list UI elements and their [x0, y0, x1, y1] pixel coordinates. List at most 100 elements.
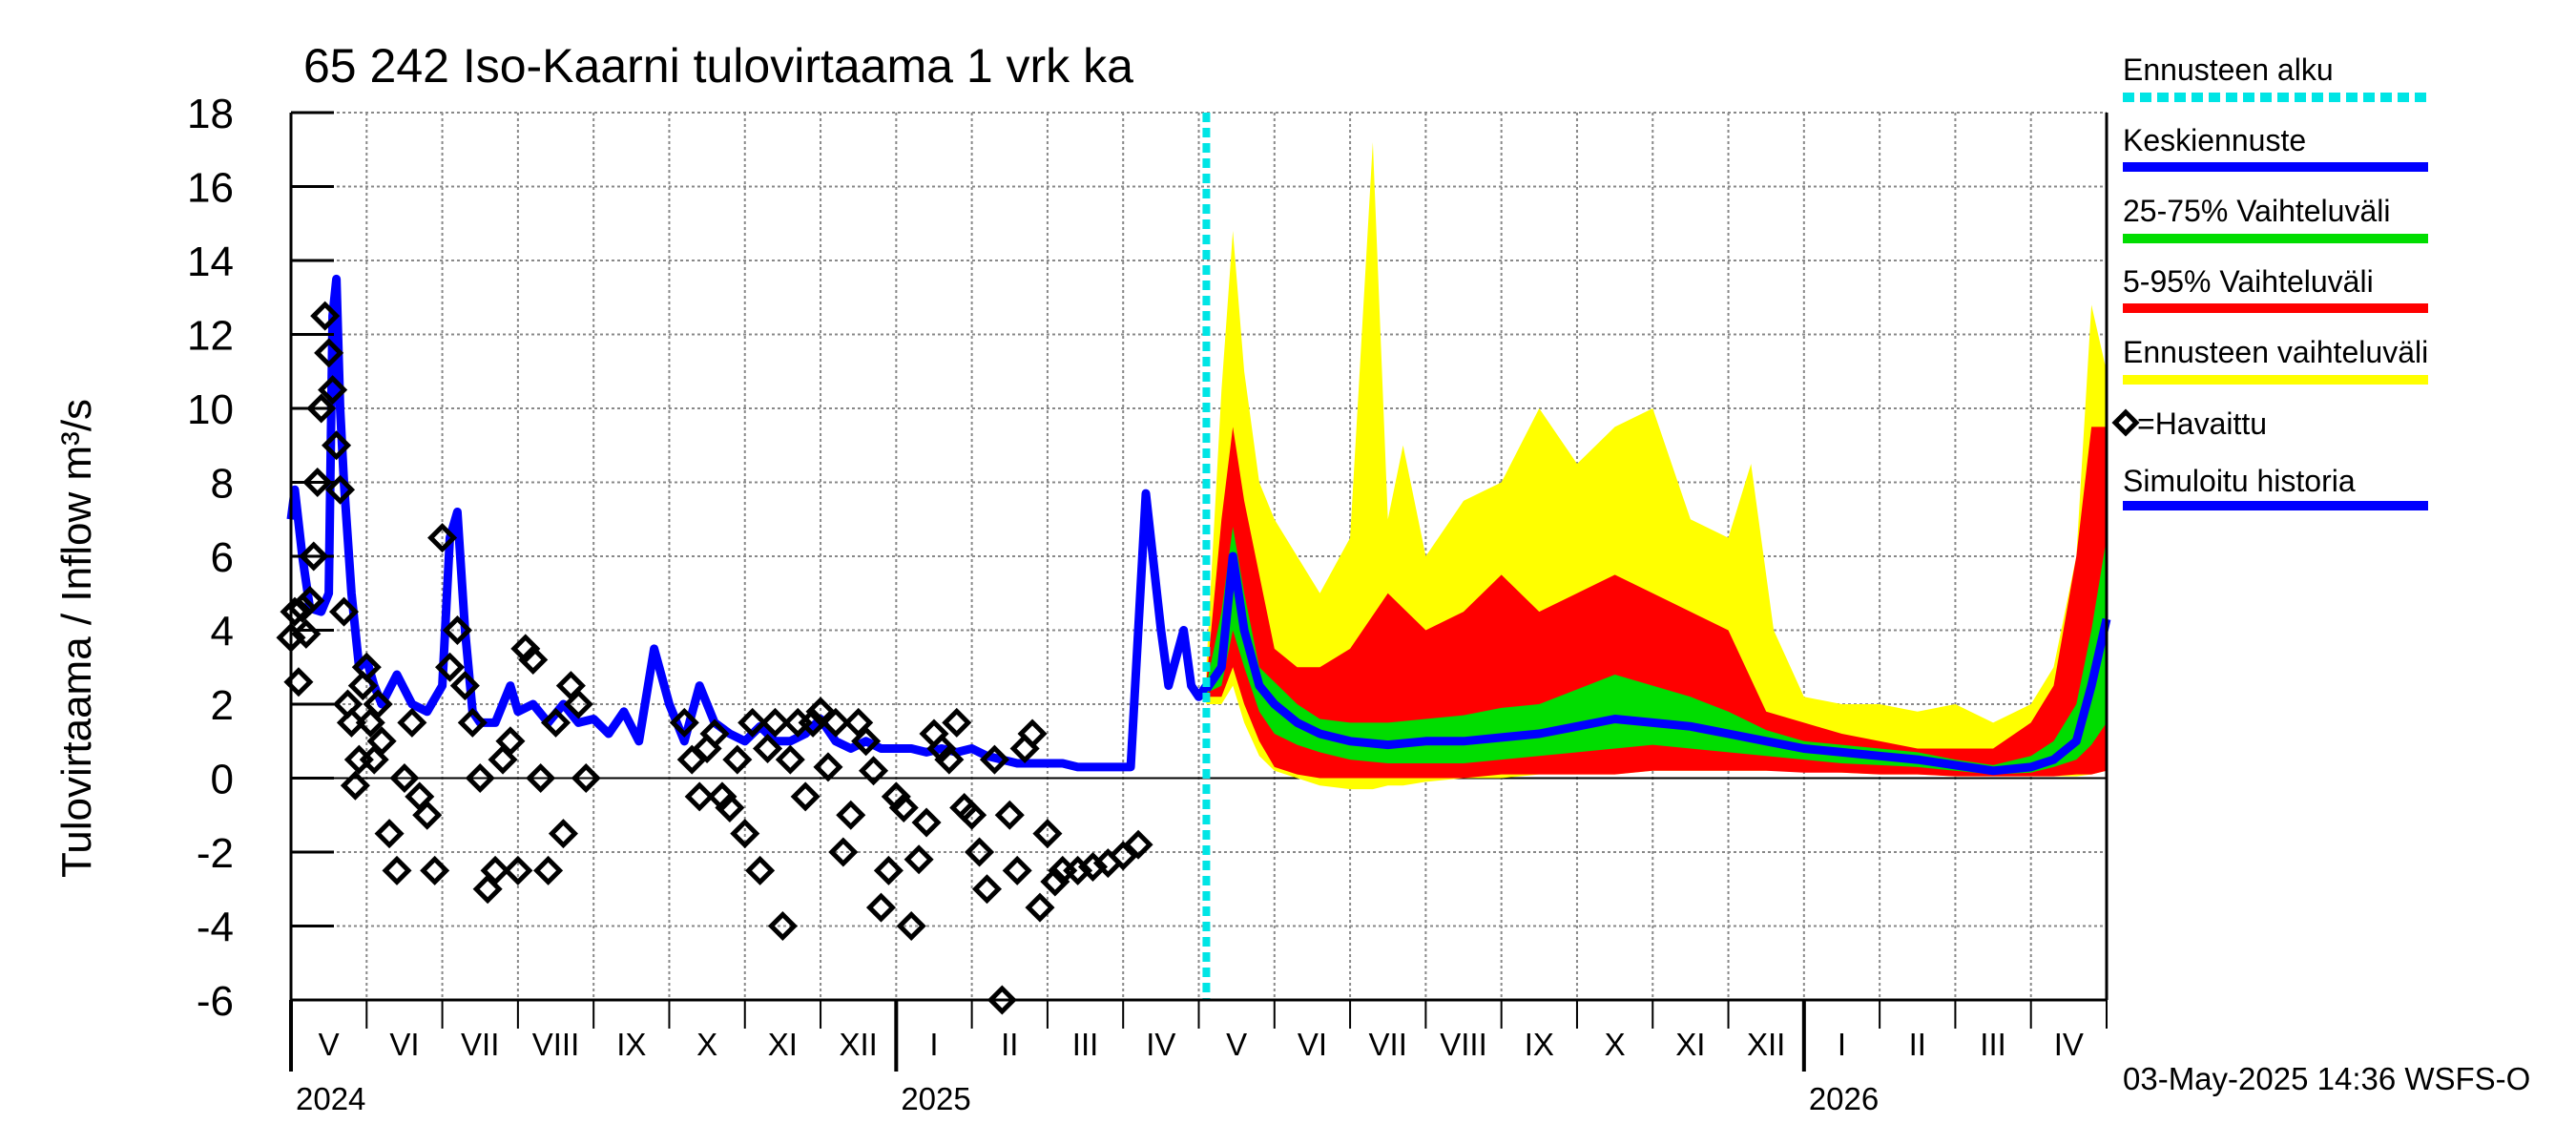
observed-point-30 [412, 800, 443, 830]
observed-point-26 [382, 855, 412, 885]
observed-point-42 [503, 855, 533, 885]
y-tick-label-7: 8 [211, 461, 234, 508]
year-label-0: 2024 [296, 1081, 365, 1116]
observed-point-50 [563, 689, 593, 719]
observed-point-73 [828, 837, 859, 867]
observed-point-88 [942, 707, 972, 738]
y-tick-label-11: 16 [187, 165, 234, 212]
observed-point-17 [340, 770, 370, 801]
band-1 [1206, 427, 2107, 779]
observed-point-58 [715, 792, 745, 823]
observed-point-60 [730, 819, 760, 849]
observed-point-107 [1123, 829, 1153, 860]
observed-point-90 [957, 800, 987, 830]
observed-markers [276, 301, 1153, 1015]
observed-point-14 [328, 596, 360, 627]
observed-point-57 [707, 781, 737, 812]
month-label-21: II [1909, 1027, 1926, 1062]
observed-point-63 [753, 733, 783, 764]
observed-point-11 [318, 375, 348, 406]
month-label-5: X [696, 1027, 717, 1062]
month-label-11: IV [1146, 1027, 1175, 1062]
month-label-15: VIII [1440, 1027, 1487, 1062]
observed-point-82 [896, 910, 926, 942]
observed-point-10 [314, 338, 344, 368]
month-label-3: VIII [532, 1027, 580, 1062]
observed-point-101 [1040, 866, 1070, 897]
y-tick-label-2: -2 [197, 830, 234, 877]
band-0 [1206, 142, 2107, 790]
legend-label-3: 5-95% Vaihteluväli [2123, 264, 2374, 299]
observed-point-100 [1032, 819, 1063, 849]
observed-point-27 [389, 762, 420, 794]
observed-point-71 [813, 752, 843, 782]
observed-point-5 [295, 585, 325, 616]
observed-point-79 [873, 855, 904, 885]
month-label-14: VII [1369, 1027, 1407, 1062]
month-label-16: IX [1525, 1027, 1554, 1062]
observed-point-72 [821, 707, 851, 738]
observed-point-66 [775, 744, 805, 775]
observed-point-103 [1063, 855, 1093, 885]
month-label-13: VI [1298, 1027, 1327, 1062]
month-label-10: III [1072, 1027, 1099, 1062]
observed-point-87 [934, 744, 965, 775]
observed-point-8 [306, 393, 337, 424]
observed-point-35 [449, 671, 480, 701]
observed-point-7 [302, 467, 333, 498]
x-month-labels: V VI VII VIII IX X XI XII I II III IV V VI VII VIII IX X X… [319, 1027, 2084, 1062]
observed-point-99 [1025, 892, 1055, 923]
y-tick-label-4: 2 [211, 682, 234, 729]
observed-point-41 [495, 726, 526, 757]
observed-point-36 [457, 707, 488, 738]
series-lines [286, 274, 2111, 776]
y-tick-label-5: 4 [211, 609, 234, 656]
observed-point-81 [888, 792, 919, 823]
observed-point-86 [926, 733, 957, 764]
observed-point-69 [798, 707, 828, 738]
month-label-6: XI [768, 1027, 798, 1062]
axes [289, 111, 2109, 1072]
observed-point-39 [480, 855, 510, 885]
observed-point-59 [722, 744, 753, 775]
observed-point-48 [548, 819, 578, 849]
observed-point-31 [420, 855, 450, 885]
y-axis-label: Tulovirtaama / Inflow m³/s [53, 399, 100, 878]
series-line-0 [286, 274, 1211, 772]
month-label-20: I [1838, 1027, 1846, 1062]
observed-point-56 [699, 718, 730, 749]
observed-point-61 [737, 707, 768, 738]
observed-point-91 [965, 837, 995, 867]
observed-point-20 [351, 652, 382, 682]
month-label-23: IV [2054, 1027, 2084, 1062]
observed-point-12 [322, 430, 352, 461]
observed-point-37 [465, 762, 495, 794]
observed-point-13 [325, 474, 356, 505]
month-label-1: VI [389, 1027, 419, 1062]
observed-point-64 [759, 707, 791, 738]
month-label-22: III [1980, 1027, 2006, 1062]
observed-point-9 [310, 301, 341, 331]
y-tick-label-0: -6 [197, 978, 234, 1025]
month-label-18: XI [1675, 1027, 1705, 1062]
observed-point-77 [859, 756, 889, 786]
legend-label-6: Simuloitu historia [2123, 464, 2356, 498]
observed-point-96 [1002, 855, 1032, 885]
legend-label-2: 25-75% Vaihteluväli [2123, 194, 2390, 228]
observed-point-24 [366, 726, 397, 757]
month-label-19: XII [1747, 1027, 1785, 1062]
y-tick-label-12: 18 [187, 91, 234, 137]
y-tick-label-6: 6 [211, 534, 234, 581]
month-label-17: X [1605, 1027, 1626, 1062]
observed-point-84 [911, 807, 942, 838]
observed-point-3 [287, 593, 318, 623]
chart-title: 65 242 Iso-Kaarni tulovirtaama 1 vrk ka [303, 39, 1133, 93]
observed-point-78 [865, 892, 897, 923]
footer-timestamp: 03-May-2025 14:36 WSFS-O [2123, 1061, 2530, 1096]
observed-point-95 [994, 800, 1025, 830]
observed-point-62 [745, 855, 776, 885]
legend: Ennusteen alku Keskiennuste 25-75% Vaihtel… [2111, 52, 2428, 510]
month-label-12: V [1226, 1027, 1247, 1062]
legend-label-5: =Havaittu [2137, 406, 2267, 441]
